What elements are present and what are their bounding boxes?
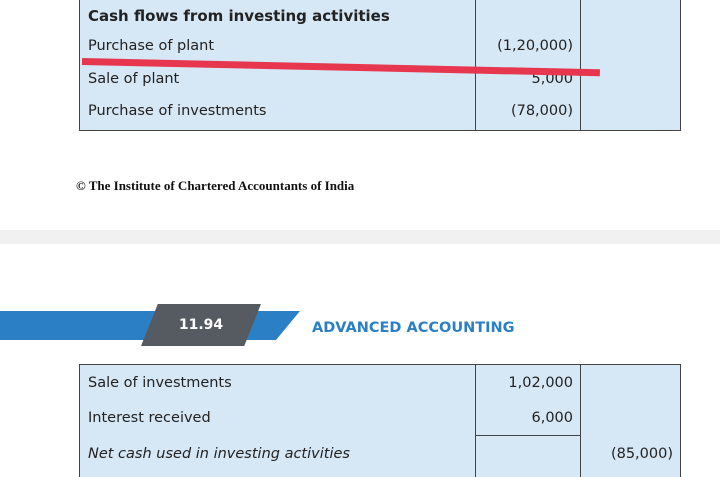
section-heading: Cash flows from investing activities <box>88 7 390 25</box>
row-amount: 6,000 <box>531 410 573 426</box>
row-label: Purchase of investments <box>88 103 267 119</box>
row-label: Interest received <box>88 410 211 426</box>
column-divider <box>475 0 476 130</box>
page-separator <box>0 230 720 244</box>
column-divider <box>580 0 581 130</box>
copyright-text: © The Institute of Chartered Accountants… <box>76 178 355 193</box>
column-divider <box>580 365 581 477</box>
page-number: 11.94 <box>178 317 224 333</box>
row-label: Sale of plant <box>88 71 180 87</box>
investing-activities-table-top: Cash flows from investing activities Pur… <box>79 0 681 131</box>
row-label: Sale of investments <box>88 375 232 391</box>
row-label: Purchase of plant <box>88 38 215 54</box>
page-number-box <box>141 304 261 346</box>
subtotal-rule <box>475 435 581 436</box>
row-label: Net cash used in investing activities <box>88 446 350 462</box>
chapter-title: ADVANCED ACCOUNTING <box>312 320 515 336</box>
investing-activities-table-bottom: Sale of investments 1,02,000 Interest re… <box>79 364 681 477</box>
row-amount: (78,000) <box>510 103 573 119</box>
row-amount: (1,20,000) <box>497 38 573 54</box>
row-total: (85,000) <box>610 446 673 462</box>
row-amount: 1,02,000 <box>508 375 573 391</box>
column-divider <box>475 365 476 477</box>
